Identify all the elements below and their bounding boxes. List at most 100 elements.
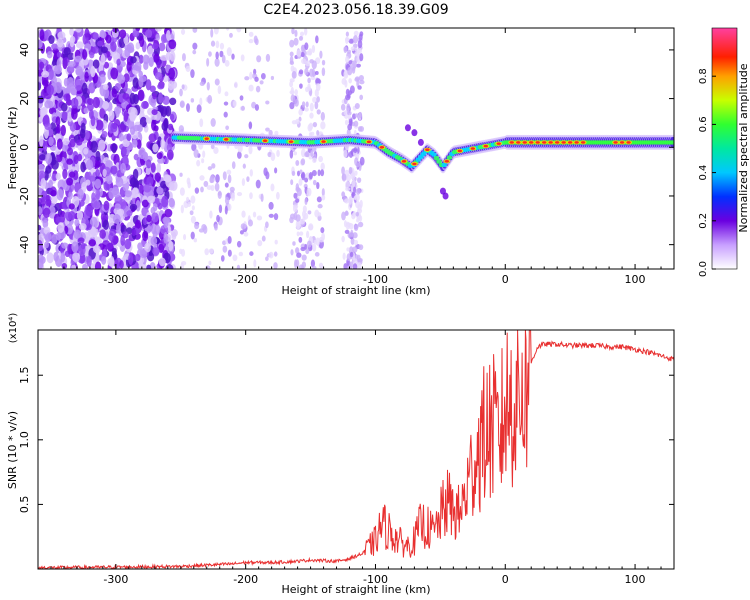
noise-blob [56,188,64,201]
noise-blob [314,71,319,76]
spectrogram-frame [37,27,675,270]
noise-blob [268,213,274,218]
noise-blob [74,79,82,91]
noise-blob [226,28,230,31]
noise-blob [200,186,204,193]
noise-blob [227,203,232,211]
noise-blob [166,143,173,152]
noise-blob [69,138,76,148]
noise-blob [95,188,101,200]
noise-blob [110,122,118,133]
noise-blob [296,252,302,258]
noise-blob [353,239,359,246]
noise-blob [38,206,43,216]
snr-x-tick-label: 0 [502,573,509,586]
noise-blob [353,147,358,154]
trace-hotspot [379,145,385,149]
noise-blob [342,252,346,261]
trace-hotspot [542,141,547,144]
noise-blob [91,197,98,208]
snr-axes: -300 -200 -100 0 100 0.5 1.0 1.5 [18,330,675,586]
noise-blob [101,100,110,110]
noise-blob [231,53,235,60]
noise-blob [240,105,245,111]
noise-blob [142,151,149,162]
noise-blob [122,231,129,239]
noise-blob [343,46,348,54]
noise-blob [217,191,222,196]
trace-core [436,159,442,164]
spectrogram-x-tick-label: -100 [363,273,388,286]
noise-blob [347,49,352,54]
noise-blob [70,87,77,96]
noise-blob [345,31,349,37]
noise-blob [225,125,230,130]
noise-blob [193,148,199,158]
trace-hotspot [470,147,476,150]
noise-blob [214,57,220,67]
noise-blob [210,40,216,47]
noise-blob [181,53,186,62]
noise-blob [192,42,198,50]
colorbar-tick-label: 0.6 [698,116,709,132]
noise-blob [356,177,362,184]
figure-title: C2E4.2023.056.18.39.G09 [263,2,448,18]
noise-blob [82,49,88,60]
noise-blob [222,240,227,246]
noise-blob [76,210,84,221]
noise-blob [152,143,159,153]
noise-blob [61,143,69,152]
noise-blob [168,67,176,80]
noise-blob [78,223,87,231]
noise-blob [298,178,303,186]
noise-blob [304,177,309,183]
noise-blob [248,38,254,44]
noise-blob [179,187,185,196]
noise-blob [68,171,76,178]
noise-blob [347,232,352,238]
noise-blob [117,208,125,216]
colorbar-tick-label: 0.2 [698,213,709,229]
trace-hotspot [561,141,566,144]
trace-core [433,155,440,161]
noise-blob [312,265,317,269]
noise-blob [320,111,325,121]
noise-blob [132,187,139,199]
noise-blob [348,197,352,205]
noise-blob [181,248,186,257]
noise-blob [350,172,356,180]
noise-blob [265,221,269,229]
noise-blob [231,161,236,170]
noise-blob [290,179,294,186]
noise-blob [345,187,351,192]
noise-blob [291,170,296,176]
noise-blob [169,97,177,106]
noise-blob [274,239,278,245]
trace-stray [411,129,418,137]
noise-blob [38,197,43,205]
noise-blob [227,174,232,184]
noise-blob [94,178,102,189]
noise-blob [135,42,141,50]
noise-blob [348,38,354,44]
noise-blob [315,83,321,92]
noise-blob [38,224,42,231]
noise-blob [354,113,359,118]
noise-blob [345,94,351,101]
noise-blob [130,107,138,119]
noise-blob [146,214,152,223]
noise-blob [254,104,260,111]
noise-blob [83,107,89,114]
noise-blob [39,135,44,148]
noise-blob [321,67,326,77]
noise-blob [216,214,220,223]
noise-blob [202,150,206,158]
noise-blob [211,163,216,169]
noise-blob [265,127,270,132]
noise-blob [249,169,253,177]
noise-blob [128,253,134,266]
noise-blob [214,223,218,231]
noise-blob [148,57,154,68]
trace-core [431,152,437,157]
noise-blob [248,84,254,92]
